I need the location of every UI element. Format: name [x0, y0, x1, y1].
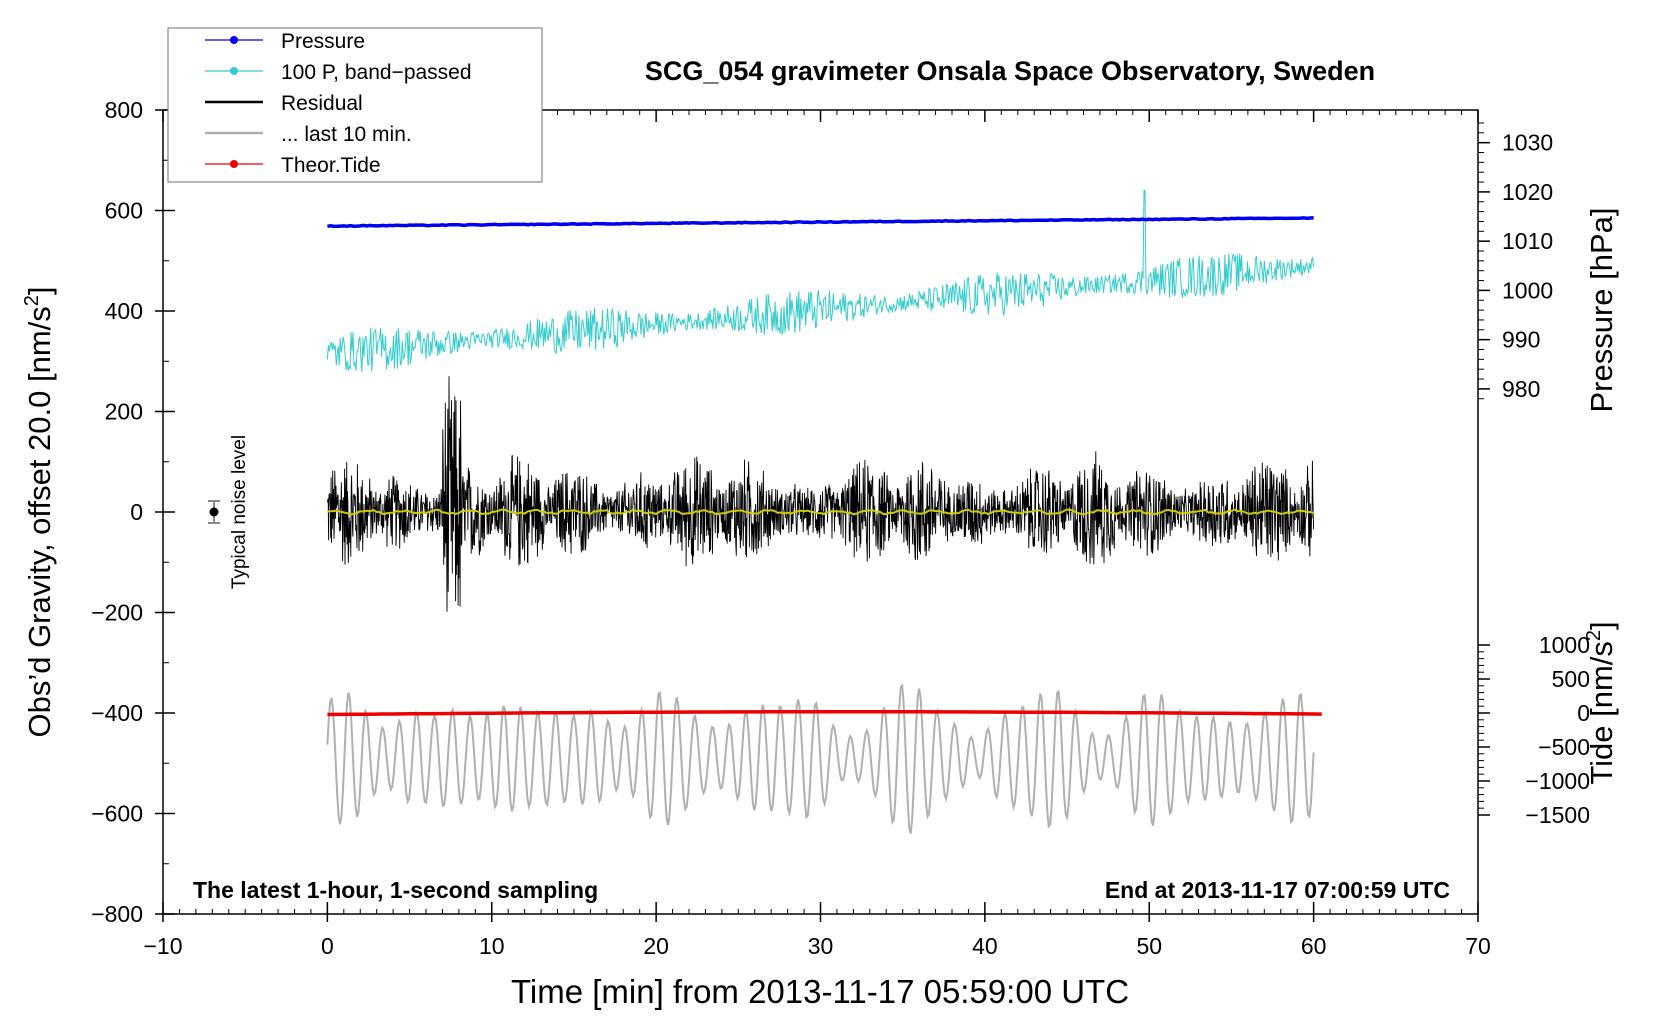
- series-residual: [326, 376, 1315, 612]
- annotation-right: End at 2013-11-17 07:00:59 UTC: [1105, 877, 1450, 903]
- x-tick-label: 0: [321, 933, 334, 959]
- series-residual-smoothed: [327, 508, 1314, 516]
- y-axis-tide-label-main: Tide [nm/s: [1584, 641, 1619, 785]
- y-tick-label: 200: [105, 399, 143, 425]
- noise-dot: [209, 507, 219, 517]
- series-last-10-min: [326, 683, 1315, 834]
- x-tick-label: 70: [1465, 933, 1491, 959]
- y-tick-label: −600: [91, 801, 143, 827]
- x-tick-label: 10: [479, 933, 505, 959]
- pressure-tick-label: 1000: [1502, 277, 1553, 303]
- axis-ticks: [155, 109, 1490, 922]
- legend-marker: [230, 67, 238, 75]
- noise-label: Typical noise level: [229, 435, 250, 589]
- tide-tick-label: −1000: [1525, 768, 1590, 794]
- x-tick-label: 40: [972, 933, 998, 959]
- y-tick-label: 0: [130, 499, 143, 525]
- series-pressure: [327, 215, 1314, 229]
- x-axis-label: Time [min] from 2013-11-17 05:59:00 UTC: [511, 973, 1129, 1010]
- y-axis-tide-label-sup: 2: [1583, 630, 1605, 641]
- legend-marker: [230, 160, 238, 168]
- legend-items: Pressure 100 P, band−passed Residual ... la…: [205, 30, 472, 177]
- y-tick-label: −400: [91, 700, 143, 726]
- x-tick-label: 20: [643, 933, 669, 959]
- legend-label: 100 P, band−passed: [281, 61, 472, 84]
- x-tick-label: 50: [1136, 933, 1162, 959]
- legend: Pressure 100 P, band−passed Residual ... la…: [167, 27, 543, 183]
- y-tick-label: 600: [105, 198, 143, 224]
- y-tick-label: 400: [105, 298, 143, 324]
- legend-box: [167, 27, 543, 183]
- legend-label: Residual: [281, 92, 363, 115]
- legend-label: ... last 10 min.: [281, 123, 412, 146]
- pressure-tick-label: 1030: [1502, 130, 1553, 156]
- tide-tick-label: −1500: [1525, 802, 1590, 828]
- tide-tick-label: −500: [1538, 734, 1590, 760]
- y-axis-left-label-main: Obs’d Gravity, offset 20.0 [nm/s: [22, 306, 57, 737]
- chart-title: SCG_054 gravimeter Onsala Space Observat…: [645, 56, 1375, 86]
- pressure-tick-label: 990: [1502, 327, 1540, 353]
- labels-layer: −10 0 10 20 30 40 50 60 708006004002000−200−400−…: [91, 97, 1590, 959]
- y-axis-left-label-sup: 2: [21, 295, 43, 306]
- y-tick-label: −200: [91, 600, 143, 626]
- pressure-tick-label: 1010: [1502, 228, 1553, 254]
- y-axis-tide-label-end: ]: [1584, 621, 1619, 630]
- annotation-left: The latest 1-hour, 1-second sampling: [193, 877, 598, 903]
- tide-tick-label: 0: [1577, 700, 1590, 726]
- series-layer: [326, 189, 1322, 834]
- tide-tick-label: 500: [1552, 666, 1590, 692]
- y-tick-label: 800: [105, 97, 143, 123]
- x-tick-label: 30: [808, 933, 834, 959]
- x-tick-label: −10: [143, 933, 182, 959]
- pressure-tick-label: 980: [1502, 376, 1540, 402]
- legend-label: Pressure: [281, 30, 365, 53]
- tide-tick-label: 1000: [1539, 632, 1590, 658]
- noise-level-marker: [208, 500, 220, 524]
- y-axis-tide-label: Tide [nm/s2]: [1583, 621, 1619, 784]
- series-band-passed: [326, 189, 1315, 372]
- x-tick-label: 60: [1301, 933, 1327, 959]
- y-axis-pressure-label: Pressure [hPa]: [1584, 207, 1619, 412]
- pressure-tick-label: 1020: [1502, 179, 1553, 205]
- y-tick-label: −800: [91, 901, 143, 927]
- series-theor-tide: [327, 710, 1322, 717]
- y-axis-left-label-end: ]: [22, 286, 57, 295]
- legend-label: Theor.Tide: [281, 154, 381, 177]
- legend-marker: [230, 36, 238, 44]
- y-axis-left-label: Obs’d Gravity, offset 20.0 [nm/s2]: [21, 286, 57, 737]
